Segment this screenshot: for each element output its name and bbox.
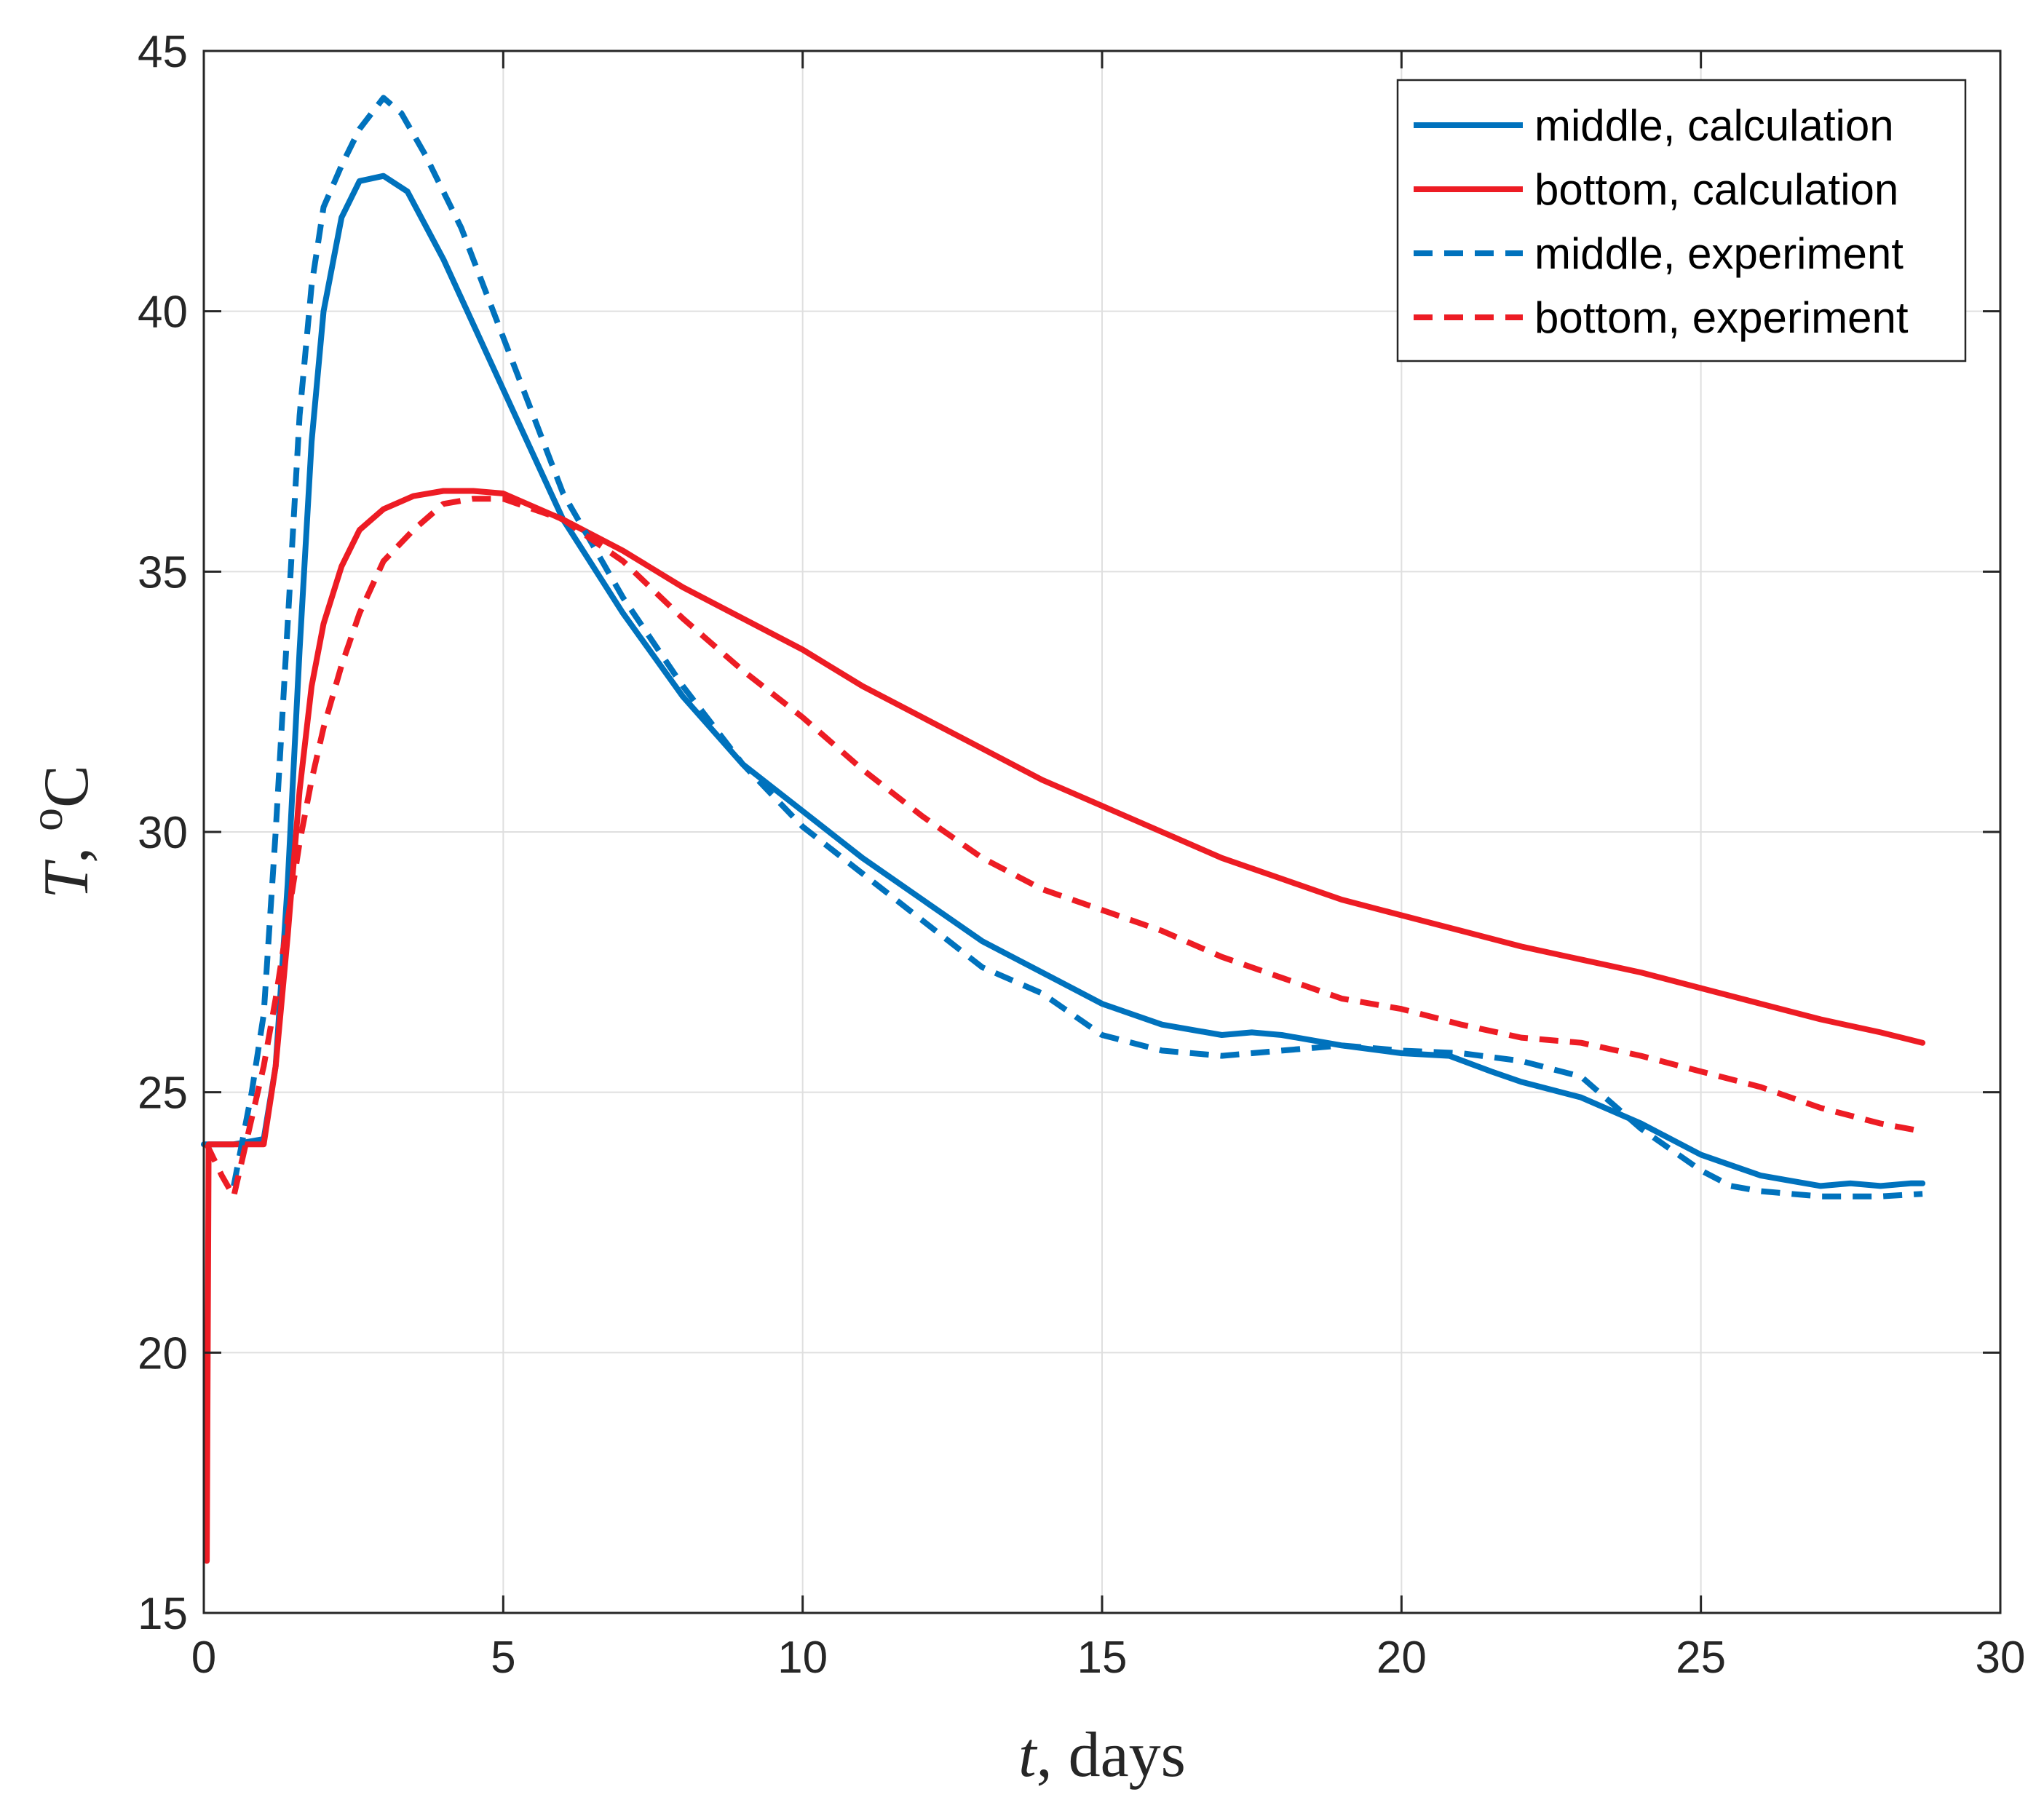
legend-item: middle, calculation <box>1414 101 1894 150</box>
y-tick-label: 45 <box>138 27 188 77</box>
x-axis-label-var: t <box>1018 1720 1038 1791</box>
legend-item: bottom, experiment <box>1414 293 1909 342</box>
x-tick-label: 5 <box>491 1633 515 1683</box>
y-axis-label-sep: , <box>31 831 102 863</box>
x-tick-label: 10 <box>777 1633 828 1683</box>
series-line-bottom-calculation <box>204 488 1926 1564</box>
x-axis-label-unit: , days <box>1037 1720 1186 1791</box>
series-line-middle-experiment <box>231 95 1923 1200</box>
x-tick-label: 30 <box>1976 1633 2026 1683</box>
series-line-bottom-experiment <box>204 496 1923 1200</box>
y-tick-label: 15 <box>138 1589 188 1639</box>
legend-label: middle, experiment <box>1534 229 1904 278</box>
x-axis-label: t, days <box>1018 1720 1186 1791</box>
legend-label: middle, calculation <box>1534 101 1894 150</box>
series-line-middle-calculation <box>201 173 1926 1189</box>
legend: middle, calculation bottom, calculation mi… <box>1396 79 1967 362</box>
x-tick-label: 0 <box>191 1633 216 1683</box>
legend-item: middle, experiment <box>1414 229 1904 278</box>
ticks: 0 5 10 15 20 25 30 15 20 25 30 35 40 45 <box>138 27 2025 1683</box>
y-axis-label-degree: o <box>20 808 72 831</box>
y-axis-label-unit: C <box>31 765 102 808</box>
y-axis-label: T, oC <box>20 765 103 899</box>
y-tick-label: 20 <box>138 1328 188 1379</box>
legend-label: bottom, experiment <box>1534 293 1909 342</box>
y-tick-label: 35 <box>138 547 188 598</box>
y-tick-label: 30 <box>138 808 188 858</box>
x-tick-label: 15 <box>1077 1633 1128 1683</box>
x-tick-label: 20 <box>1376 1633 1427 1683</box>
series-lines <box>201 95 1926 1564</box>
y-axis-label-var: T <box>31 859 102 899</box>
y-tick-label: 25 <box>138 1068 188 1119</box>
y-tick-label: 40 <box>138 288 188 338</box>
x-tick-label: 25 <box>1676 1633 1726 1683</box>
legend-item: bottom, calculation <box>1414 165 1898 214</box>
legend-label: bottom, calculation <box>1534 165 1898 214</box>
